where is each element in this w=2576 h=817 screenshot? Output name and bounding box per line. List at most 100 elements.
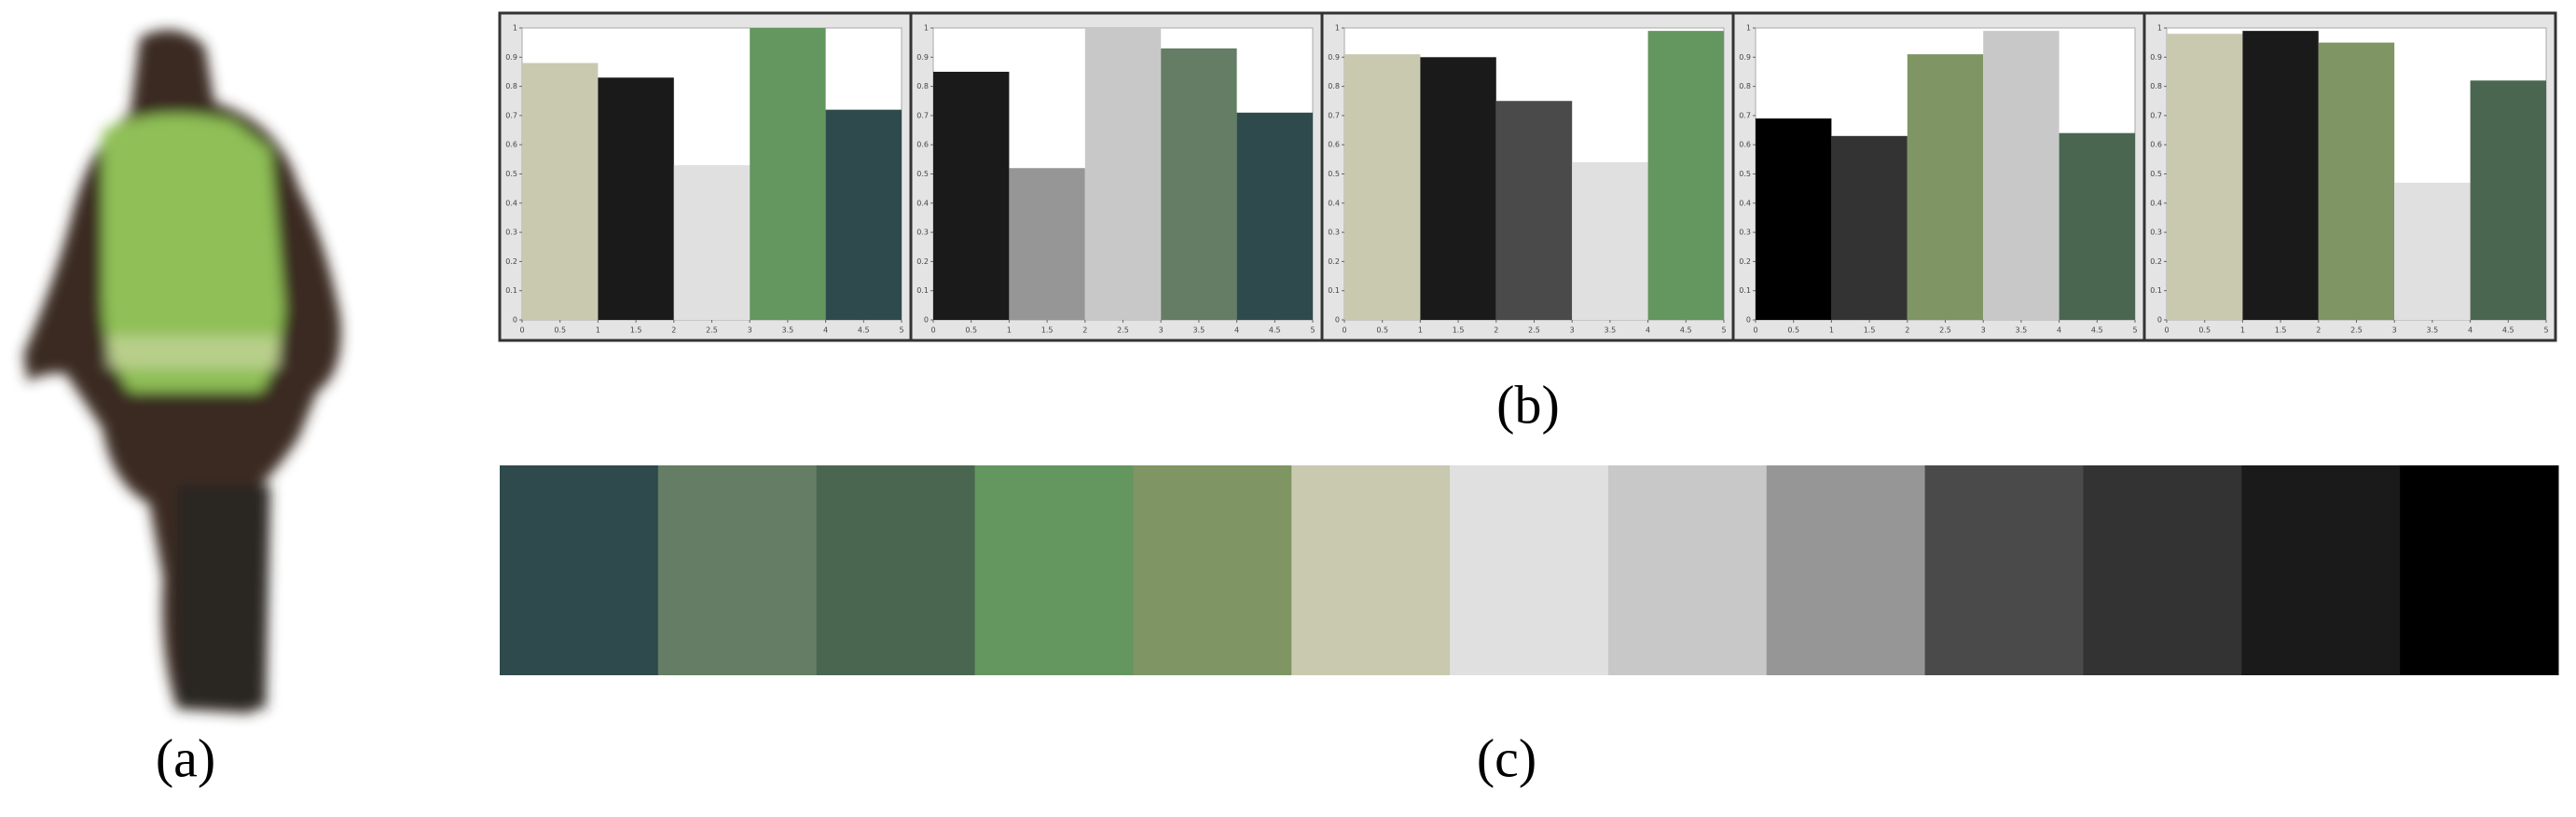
y-tick-label: 0.3 xyxy=(1739,228,1751,237)
x-tick-label: 2.5 xyxy=(706,326,718,335)
x-tick-label: 5 xyxy=(2132,326,2137,335)
bar xyxy=(1756,118,1832,320)
y-tick-label: 0.9 xyxy=(1739,53,1751,62)
y-tick-label: 0.6 xyxy=(1739,141,1751,149)
y-tick-label: 0.7 xyxy=(1328,111,1340,119)
x-tick-label: 2.5 xyxy=(1528,326,1540,335)
y-tick-label: 0.2 xyxy=(1328,257,1340,266)
caption: (c) xyxy=(1477,727,1536,788)
bar xyxy=(933,71,1010,320)
palette-swatch xyxy=(1450,465,1609,675)
bar xyxy=(2394,182,2471,320)
x-tick-label: 3.5 xyxy=(1605,326,1617,335)
y-tick-label: 0.1 xyxy=(505,286,517,295)
palette xyxy=(500,465,2559,675)
y-tick-label: 0.4 xyxy=(2150,199,2162,207)
bar xyxy=(1572,161,1648,320)
bar xyxy=(2242,31,2319,320)
x-tick-label: 2 xyxy=(1082,326,1087,335)
y-tick-label: 0.2 xyxy=(505,257,517,266)
y-tick-label: 0.7 xyxy=(1739,111,1751,119)
x-tick-label: 0.5 xyxy=(965,326,977,335)
y-tick-label: 0.8 xyxy=(505,82,517,90)
x-tick-label: 4.5 xyxy=(2091,326,2103,335)
x-tick-label: 4 xyxy=(823,326,828,335)
x-tick-label: 3 xyxy=(2392,326,2397,335)
y-tick-label: 0.2 xyxy=(916,257,929,266)
bar xyxy=(1420,57,1496,321)
bar xyxy=(1983,31,2059,320)
palette-swatch xyxy=(1607,465,1768,675)
y-tick-label: 1 xyxy=(924,24,929,33)
y-tick-label: 1 xyxy=(2157,24,2162,33)
palette-swatch xyxy=(2241,465,2401,675)
y-tick-label: 0.2 xyxy=(1739,257,1751,266)
x-tick-label: 3 xyxy=(1570,326,1575,335)
x-tick-label: 1.5 xyxy=(630,326,642,335)
y-tick-label: 0 xyxy=(513,316,517,325)
x-tick-label: 1.5 xyxy=(1864,326,1876,335)
x-tick-label: 0 xyxy=(1753,326,1757,335)
bar xyxy=(1344,54,1421,321)
y-tick-label: 1 xyxy=(513,24,517,33)
palette-swatch xyxy=(1924,465,2084,675)
x-tick-label: 3.5 xyxy=(782,326,794,335)
y-tick-label: 0.1 xyxy=(2150,286,2162,295)
y-tick-label: 0 xyxy=(1746,316,1751,325)
palette-swatch xyxy=(500,465,659,675)
bar xyxy=(1161,48,1237,320)
x-tick-label: 3.5 xyxy=(2016,326,2028,335)
x-tick-label: 3.5 xyxy=(1193,326,1205,335)
x-tick-label: 4 xyxy=(2057,326,2061,335)
y-tick-label: 0.6 xyxy=(916,141,929,149)
x-tick-label: 0.5 xyxy=(1376,326,1388,335)
caption: (b) xyxy=(1496,374,1560,435)
y-tick-label: 0.4 xyxy=(916,199,929,207)
y-tick-label: 1 xyxy=(1335,24,1340,33)
x-tick-label: 1 xyxy=(1829,326,1834,335)
y-tick-label: 0.7 xyxy=(916,111,929,119)
x-tick-label: 3 xyxy=(748,326,752,335)
x-tick-label: 2 xyxy=(1494,326,1498,335)
x-tick-label: 2 xyxy=(1905,326,1909,335)
y-tick-label: 0.5 xyxy=(916,170,929,178)
y-tick-label: 0 xyxy=(2157,316,2162,325)
y-tick-label: 0 xyxy=(924,316,929,325)
y-tick-label: 0.5 xyxy=(1328,170,1340,178)
x-tick-label: 4 xyxy=(1234,326,1239,335)
bar xyxy=(1647,31,1724,320)
x-tick-label: 4.5 xyxy=(858,326,870,335)
bar xyxy=(1495,101,1573,320)
bar xyxy=(750,28,826,320)
bar xyxy=(1831,135,1908,320)
x-tick-label: 4 xyxy=(2468,326,2473,335)
y-tick-label: 0.2 xyxy=(2150,257,2162,266)
x-tick-label: 1.5 xyxy=(1453,326,1465,335)
x-tick-label: 0 xyxy=(519,326,524,335)
y-tick-label: 0.5 xyxy=(505,170,517,178)
x-tick-label: 1 xyxy=(2240,326,2245,335)
bar xyxy=(522,62,599,320)
palette-swatch xyxy=(1291,465,1451,675)
bar xyxy=(2318,42,2395,321)
x-tick-label: 2 xyxy=(2316,326,2321,335)
y-tick-label: 0.9 xyxy=(505,53,517,62)
palette-swatch xyxy=(2083,465,2242,675)
y-tick-label: 0.6 xyxy=(2150,141,2162,149)
x-tick-label: 2.5 xyxy=(2350,326,2362,335)
bar xyxy=(673,165,751,320)
y-tick-label: 0.8 xyxy=(1328,82,1340,90)
y-tick-label: 0.9 xyxy=(2150,53,2162,62)
palette-swatch xyxy=(816,465,976,675)
y-tick-label: 0.8 xyxy=(916,82,929,90)
x-tick-label: 0 xyxy=(2164,326,2169,335)
caption: (a) xyxy=(156,727,215,788)
y-tick-label: 1 xyxy=(1746,24,1751,33)
bar xyxy=(598,77,674,321)
x-tick-label: 1.5 xyxy=(2275,326,2287,335)
y-tick-label: 0.3 xyxy=(1328,228,1340,237)
bar xyxy=(2167,34,2243,320)
x-tick-label: 0.5 xyxy=(1787,326,1799,335)
y-tick-label: 0.1 xyxy=(1739,286,1751,295)
y-tick-label: 0.7 xyxy=(505,111,517,119)
